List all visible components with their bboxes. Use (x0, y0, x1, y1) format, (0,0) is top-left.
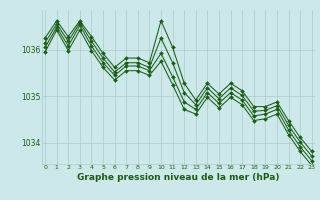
X-axis label: Graphe pression niveau de la mer (hPa): Graphe pression niveau de la mer (hPa) (77, 173, 280, 182)
